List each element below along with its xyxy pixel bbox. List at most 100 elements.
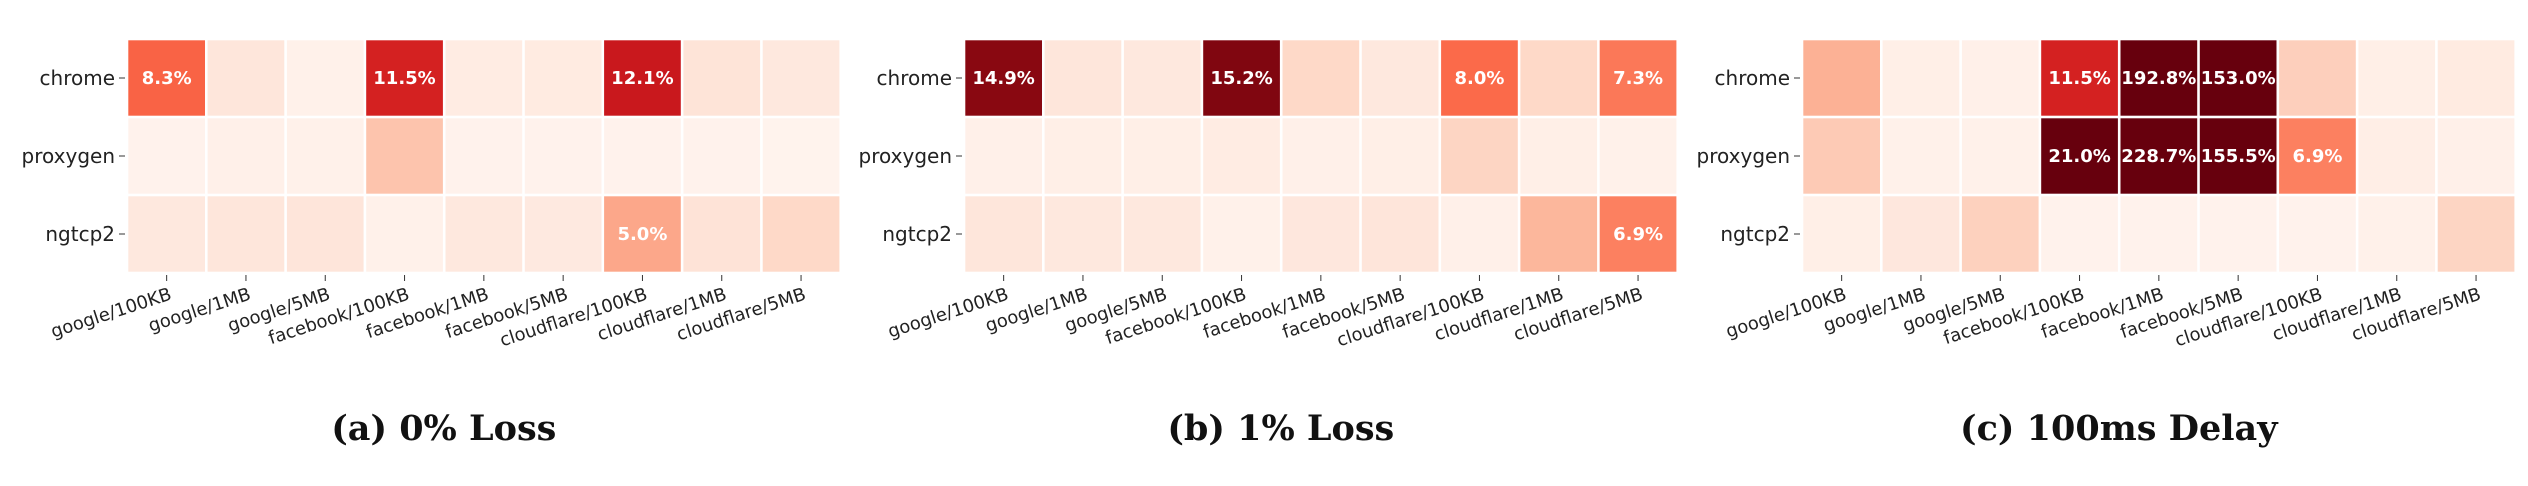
heatmap-cell: [2279, 40, 2356, 116]
heatmap-cell: [2279, 118, 2356, 194]
row-label: ngtcp2: [882, 222, 952, 246]
heatmap-cell: [286, 118, 364, 194]
cell-value-label: 6.9%: [2293, 146, 2343, 167]
heatmap-cell: [1282, 40, 1360, 116]
panel-caption: (c) 100ms Delay: [1960, 408, 2279, 449]
heatmap-cell: [762, 196, 840, 272]
heatmap-cell: [965, 118, 1042, 194]
cell-value-label: 8.0%: [1455, 68, 1505, 89]
heatmap-cell: [1282, 196, 1360, 272]
cell-value-label: 8.3%: [142, 68, 192, 89]
heatmap-cell: [445, 118, 523, 194]
heatmap-cell: [524, 40, 602, 116]
heatmap-cell: [1882, 118, 1960, 194]
heatmap-cell: [1961, 40, 2039, 116]
heatmap-cell: [1203, 196, 1280, 272]
heatmap-cell: [524, 118, 602, 194]
heatmap-cell: [965, 40, 1042, 116]
row-label: chrome: [40, 66, 115, 90]
heatmap-cell: [2358, 118, 2436, 194]
heatmap-cell: [128, 40, 205, 116]
cell-value-label: 7.3%: [1613, 68, 1663, 89]
cell-value-label: 228.7%: [2121, 146, 2196, 167]
heatmap-cell: [2120, 40, 2198, 116]
heatmap-cell: [366, 196, 443, 272]
heatmap-cell: [2358, 40, 2436, 116]
panel-caption: (a) 0% Loss: [331, 408, 556, 449]
heatmap-cell: [366, 40, 443, 116]
heatmap-cell: [2437, 40, 2515, 116]
heatmap-cell: [604, 40, 681, 116]
heatmap-cell: [1520, 118, 1598, 194]
heatmap-cell: [2041, 196, 2118, 272]
cell-value-label: 5.0%: [617, 224, 667, 245]
row-label: ngtcp2: [1720, 222, 1790, 246]
heatmap-cell: [1882, 40, 1960, 116]
row-label: ngtcp2: [45, 222, 115, 246]
heatmap-cell: [1803, 40, 1880, 116]
heatmap-cell: [1203, 118, 1280, 194]
heatmap-cell: [762, 118, 840, 194]
heatmap-cell: [1441, 118, 1518, 194]
heatmap-cell: [2041, 118, 2118, 194]
heatmap-cell: [2199, 196, 2277, 272]
cell-value-label: 11.5%: [2048, 68, 2110, 89]
cell-value-label: 6.9%: [1613, 224, 1663, 245]
heatmap-cell: [1599, 196, 1677, 272]
heatmap-cell: [1441, 40, 1518, 116]
heatmap-cell: [1123, 40, 1201, 116]
heatmap-cell: [683, 118, 761, 194]
heatmap-cell: [1044, 196, 1122, 272]
heatmap-cell: [286, 196, 364, 272]
cell-value-label: 14.9%: [972, 68, 1034, 89]
heatmap-cell: [286, 40, 364, 116]
row-label: proxygen: [1697, 144, 1790, 168]
heatmap-cell: [1961, 196, 2039, 272]
cell-value-label: 192.8%: [2121, 68, 2196, 89]
heatmap-cell: [445, 196, 523, 272]
heatmap-cell: [128, 196, 205, 272]
heatmap-cell: [1044, 40, 1122, 116]
heatmap-cell: [1123, 196, 1201, 272]
cell-value-label: 21.0%: [2048, 146, 2110, 167]
heatmap-cell: [2199, 40, 2277, 116]
heatmap-cell: [1361, 196, 1439, 272]
heatmap-cell: [366, 118, 443, 194]
heatmap-cell: [1044, 118, 1122, 194]
heatmap-cell: [524, 196, 602, 272]
heatmap-cell: [207, 40, 285, 116]
heatmap-cell: [2041, 40, 2118, 116]
cell-value-label: 12.1%: [611, 68, 673, 89]
heatmap-cell: [2358, 196, 2436, 272]
row-label: chrome: [1715, 66, 1790, 90]
heatmap-cell: [683, 196, 761, 272]
heatmap-cell: [2120, 196, 2198, 272]
heatmap-cell: [1882, 196, 1960, 272]
heatmap-cell: [1520, 196, 1598, 272]
heatmap-cell: [2437, 196, 2515, 272]
heatmap-cell: [207, 118, 285, 194]
heatmap-cell: [2120, 118, 2198, 194]
cell-value-label: 153.0%: [2201, 68, 2276, 89]
heatmap-cell: [1361, 40, 1439, 116]
heatmap-cell: [445, 40, 523, 116]
cell-value-label: 11.5%: [373, 68, 435, 89]
cell-value-label: 155.5%: [2201, 146, 2276, 167]
heatmap-cell: [1803, 118, 1880, 194]
heatmap-cell: [1441, 196, 1518, 272]
heatmap-cell: [1599, 118, 1677, 194]
row-label: chrome: [877, 66, 952, 90]
heatmap-cell: [2279, 196, 2356, 272]
heatmap-cell: [2199, 118, 2277, 194]
row-label: proxygen: [859, 144, 952, 168]
heatmap-cell: [1203, 40, 1280, 116]
heatmap-cell: [1282, 118, 1360, 194]
heatmap-cell: [2437, 118, 2515, 194]
heatmap-cell: [604, 118, 681, 194]
cell-value-label: 15.2%: [1210, 68, 1272, 89]
panel-caption: (b) 1% Loss: [1167, 408, 1394, 449]
heatmap-cell: [1961, 118, 2039, 194]
heatmap-cell: [762, 40, 840, 116]
heatmap-cell: [1803, 196, 1880, 272]
heatmap-cell: [1123, 118, 1201, 194]
